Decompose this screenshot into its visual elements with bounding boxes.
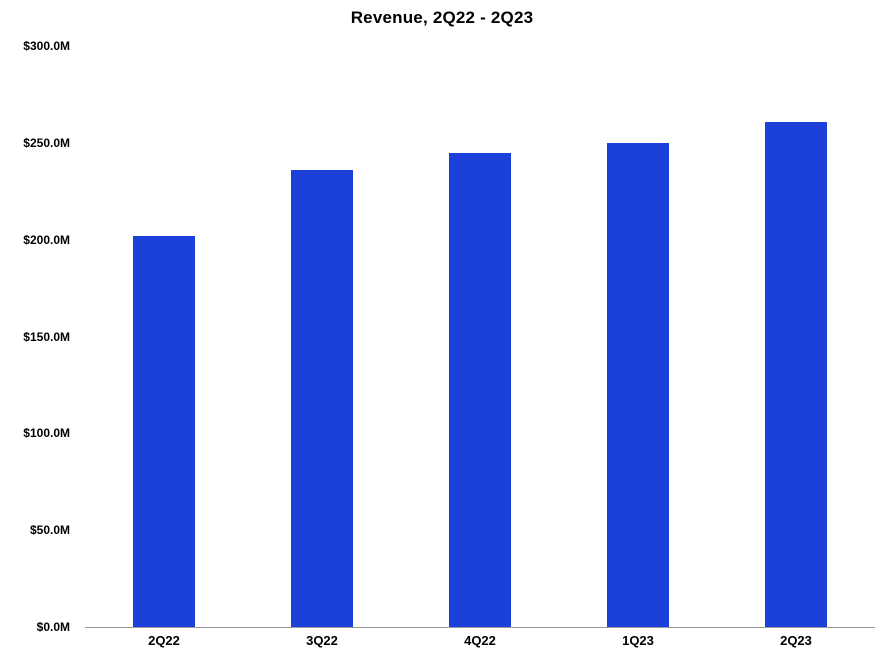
chart-title: Revenue, 2Q22 - 2Q23: [350, 8, 534, 27]
bar-slot: [243, 46, 401, 627]
bar-slot: [401, 46, 559, 627]
bar-2Q22: [133, 235, 195, 627]
bar-slot: [717, 46, 875, 627]
bar-4Q22: [449, 152, 511, 627]
y-tick-label: $50.0M: [29, 523, 70, 538]
y-tick-label: $200.0M: [23, 232, 70, 247]
y-tick-label: $100.0M: [23, 426, 70, 441]
y-tick-label: $150.0M: [23, 329, 70, 344]
y-tick-label: $0.0M: [36, 620, 70, 634]
x-tick-label: 2Q22: [148, 633, 180, 648]
x-tick-label: 4Q22: [464, 633, 496, 648]
y-axis: $0.0M $50.0M $100.0M $150.0M $200.0M $250.0M $…: [0, 39, 70, 634]
x-tick-label: 3Q22: [306, 633, 338, 648]
bars-container: [85, 46, 875, 627]
x-axis-labels: 2Q22 3Q22 4Q22 1Q23 2Q23: [85, 633, 875, 648]
bar-slot: [85, 46, 243, 627]
bar-2Q23: [765, 121, 827, 627]
plot-area: [85, 46, 875, 628]
y-tick-label: $250.0M: [23, 135, 70, 150]
x-tick-label: 2Q23: [780, 633, 812, 648]
bar-slot: [559, 46, 717, 627]
y-tick-label: $300.0M: [23, 39, 70, 53]
bar-3Q22: [291, 169, 353, 627]
bar-1Q23: [607, 142, 669, 627]
x-tick-label: 1Q23: [622, 633, 654, 648]
